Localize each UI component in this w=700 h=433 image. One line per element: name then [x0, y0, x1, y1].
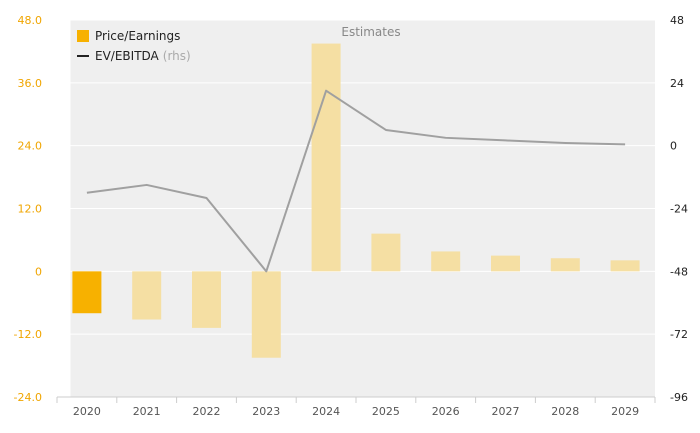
x-tick-label: 2025: [372, 405, 400, 418]
x-tick-label: 2026: [432, 405, 460, 418]
estimates-label: Estimates: [341, 25, 400, 39]
bar-2023: [251, 271, 281, 358]
right-tick-label: 0: [670, 140, 677, 153]
x-tick-label: 2029: [611, 405, 639, 418]
right-tick-label: 48: [670, 14, 684, 27]
line-series-ev-ebitda: [86, 89, 626, 273]
legend-label-ev-ebitda-suffix: (rhs): [163, 49, 191, 63]
legend: Price/Earnings EV/EBITDA (rhs): [77, 29, 191, 63]
right-tick-label: -24: [670, 203, 688, 216]
right-tick-label: -96: [670, 391, 688, 404]
x-tick-label: 2027: [492, 405, 520, 418]
right-tick-label: 24: [670, 77, 684, 90]
left-tick-label: 36.0: [18, 77, 43, 90]
x-tick-label: 2021: [133, 405, 161, 418]
bar-2025: [371, 233, 401, 272]
legend-label-ev-ebitda-name: EV/EBITDA: [95, 49, 160, 63]
bar-2026: [431, 251, 461, 272]
bar-2029: [610, 260, 640, 272]
x-tick-label: 2024: [312, 405, 340, 418]
left-tick-label: 48.0: [18, 14, 43, 27]
left-tick-label: -12.0: [14, 328, 42, 341]
bar-2022: [192, 271, 221, 328]
x-tick-label: 2023: [252, 405, 280, 418]
left-tick-label: -24.0: [14, 391, 42, 404]
x-tick-label: 2028: [551, 405, 579, 418]
right-tick-label: -72: [670, 328, 688, 341]
bar-2020: [72, 271, 102, 314]
x-tick-label: 2020: [73, 405, 101, 418]
left-tick-label: 0: [35, 265, 42, 278]
right-axis-ticks: 48 24 0 -24 -48 -72 -96: [670, 14, 688, 404]
left-tick-label: 12.0: [18, 203, 43, 216]
bar-2027: [491, 255, 520, 272]
bar-series: [72, 43, 640, 358]
left-tick-label: 24.0: [18, 140, 43, 153]
x-tick-label: 2022: [193, 405, 221, 418]
x-axis: 2020 2021 2022 2023 2024 2025 2026 2027 2028 2029: [56, 396, 656, 418]
bar-2028: [550, 258, 580, 272]
legend-label-price-earnings: Price/Earnings: [95, 29, 180, 43]
bar-2024: [311, 43, 341, 272]
bar-2021: [132, 271, 162, 320]
legend-label-ev-ebitda: EV/EBITDA (rhs): [95, 49, 191, 63]
right-tick-label: -48: [670, 265, 688, 278]
legend-swatch-price-earnings: [77, 30, 89, 42]
left-axis-ticks: 48.0 36.0 24.0 12.0 0 -12.0 -24.0: [14, 14, 42, 404]
